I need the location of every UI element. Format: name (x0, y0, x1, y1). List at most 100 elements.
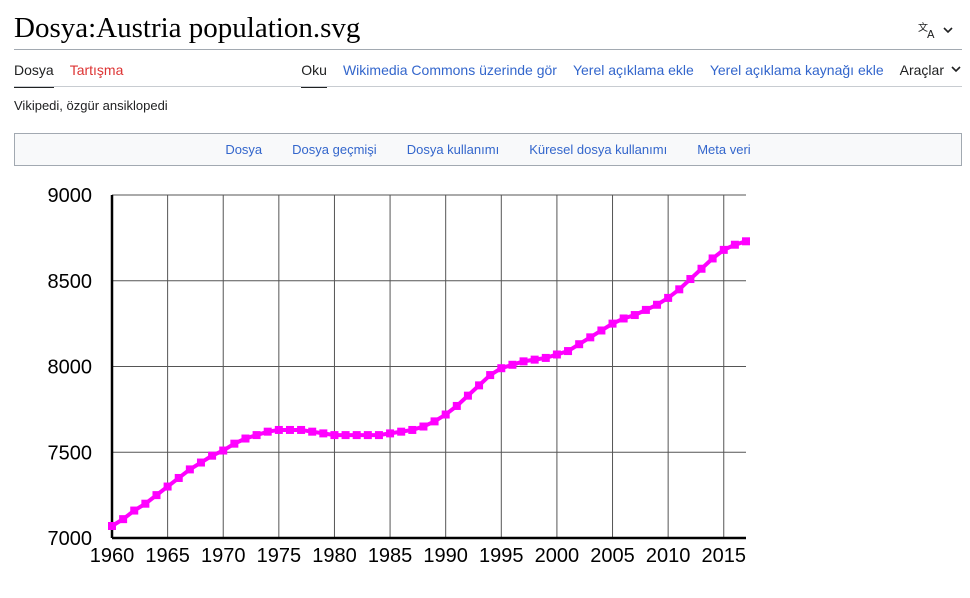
title-divider (14, 49, 962, 50)
data-point (519, 357, 528, 366)
data-point (319, 429, 328, 438)
x-tick-label: 1995 (479, 545, 524, 567)
data-point (475, 381, 484, 390)
data-point (664, 293, 673, 302)
tools-menu[interactable]: Araçlar (900, 62, 962, 78)
data-point (386, 429, 395, 438)
chevron-down-icon (950, 62, 962, 78)
view-tabs: Oku Wikimedia Commons üzerinde gör Yerel… (301, 62, 962, 88)
data-point (330, 431, 339, 440)
data-point (597, 326, 606, 335)
data-point (230, 439, 239, 448)
data-point (508, 360, 517, 369)
data-point (363, 431, 372, 440)
data-point (452, 401, 461, 410)
data-point (163, 482, 172, 491)
namespace-tabs: Dosya Tartışma (14, 62, 123, 88)
data-point (730, 240, 739, 249)
data-point (641, 305, 650, 314)
y-tick-label: 8500 (48, 271, 93, 293)
data-point (675, 285, 684, 294)
file-toc: Dosya Dosya geçmişi Dosya kullanımı Küre… (14, 133, 962, 166)
data-point (196, 458, 205, 467)
data-point (208, 451, 217, 460)
data-point (497, 364, 506, 373)
data-point (697, 264, 706, 273)
data-point (341, 431, 350, 440)
x-tick-label: 1970 (201, 545, 246, 567)
population-chart[interactable]: 7000 7500 8000 8500 9000 1960 1965 1970 1975 1980… (0, 172, 780, 592)
tab-talk[interactable]: Tartışma (69, 62, 124, 78)
data-point (541, 353, 550, 362)
data-point (742, 237, 750, 246)
tab-view-on-commons[interactable]: Wikimedia Commons üzerinde gör (342, 62, 557, 78)
x-tick-label: 2005 (590, 545, 635, 567)
x-tick-label: 1985 (368, 545, 413, 567)
chevron-down-icon (942, 24, 954, 36)
y-tick-label: 7000 (48, 528, 93, 550)
data-point (575, 340, 584, 349)
data-point (708, 254, 717, 263)
svg-text:A: A (927, 28, 935, 40)
data-point (108, 521, 116, 530)
tab-read[interactable]: Oku (301, 62, 327, 88)
data-point (419, 422, 428, 431)
data-point (463, 391, 472, 400)
series-line (110, 239, 747, 528)
data-point (564, 347, 573, 356)
svg-text:文: 文 (918, 21, 928, 34)
data-point (408, 425, 417, 434)
toc-global-usage[interactable]: Küresel dosya kullanımı (529, 142, 668, 157)
data-point (374, 431, 383, 440)
data-point (308, 427, 317, 436)
data-point (152, 491, 161, 500)
y-tick-label: 9000 (48, 185, 93, 207)
tools-label: Araçlar (899, 62, 944, 78)
data-point (619, 314, 628, 323)
toc-metadata[interactable]: Meta veri (697, 142, 751, 157)
toc-file-history[interactable]: Dosya geçmişi (292, 142, 377, 157)
data-point (130, 506, 139, 515)
toc-file-usage[interactable]: Dosya kullanımı (406, 142, 500, 157)
x-tick-label: 2015 (702, 545, 747, 567)
data-point (719, 245, 728, 254)
data-point (185, 465, 194, 474)
tab-add-local-description[interactable]: Yerel açıklama ekle (572, 62, 694, 78)
data-point (141, 499, 150, 508)
data-point (274, 425, 283, 434)
site-tagline: Vikipedi, özgür ansiklopedi (14, 98, 168, 113)
x-tick-label: 1980 (312, 545, 357, 567)
data-point (552, 350, 561, 359)
data-point (430, 417, 439, 426)
x-tick-label: 1975 (257, 545, 302, 567)
tab-add-local-source[interactable]: Yerel açıklama kaynağı ekle (709, 62, 884, 78)
data-point (119, 515, 128, 524)
data-point (486, 371, 495, 380)
data-point (530, 355, 539, 364)
x-tick-label: 1965 (145, 545, 190, 567)
data-point (263, 427, 272, 436)
data-point (653, 300, 662, 309)
data-point (397, 427, 406, 436)
x-tick-label: 2000 (535, 545, 580, 567)
data-point (352, 431, 361, 440)
tab-file[interactable]: Dosya (14, 62, 54, 88)
data-point (608, 319, 617, 328)
data-point (285, 425, 294, 434)
y-tick-label: 7500 (48, 442, 93, 464)
x-tick-label: 1990 (423, 545, 468, 567)
data-point (241, 434, 250, 443)
x-tick-label: 2010 (646, 545, 691, 567)
data-point (297, 425, 306, 434)
data-point (252, 431, 261, 440)
data-point (586, 333, 595, 342)
data-point (686, 275, 695, 284)
x-tick-label: 1960 (90, 545, 135, 567)
data-point (630, 311, 639, 320)
toc-file[interactable]: Dosya (225, 142, 263, 157)
data-point (441, 410, 450, 419)
data-point (174, 473, 183, 482)
y-tick-label: 8000 (48, 357, 93, 379)
